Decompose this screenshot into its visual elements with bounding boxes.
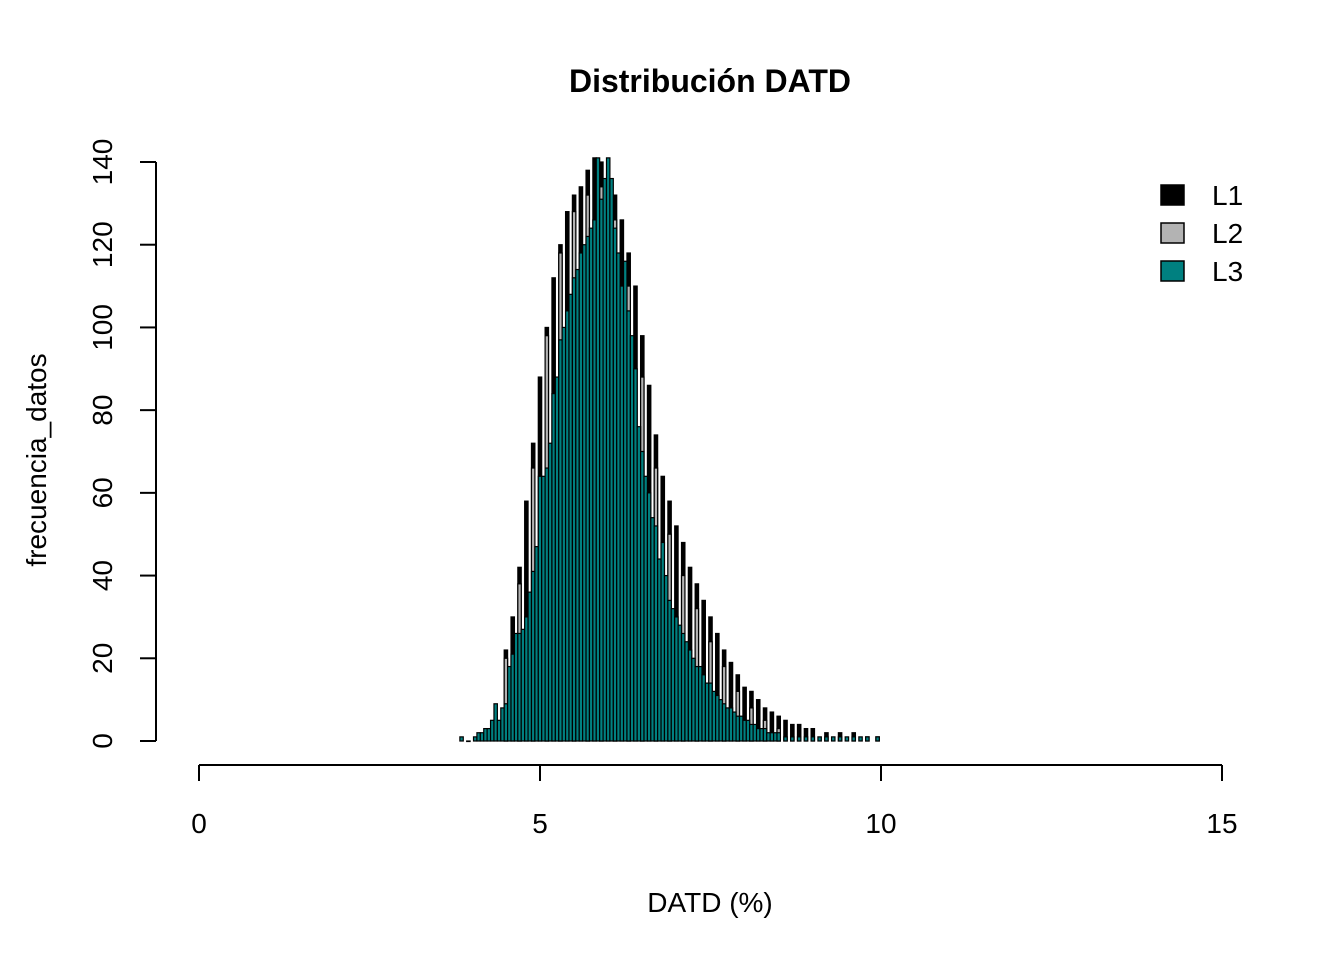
bar-l3	[810, 736, 816, 742]
x-tick-label: 5	[532, 808, 548, 839]
y-axis-label: frecuencia_datos	[21, 353, 52, 566]
legend: L1 L2 L3	[1160, 180, 1243, 287]
chart-title: Distribución DATD	[569, 63, 851, 99]
x-tick-label: 15	[1206, 808, 1237, 839]
legend-label-l3: L3	[1212, 256, 1243, 287]
legend-swatch-l2	[1160, 222, 1185, 244]
y-tick-label: 100	[87, 304, 118, 351]
bar-l3	[776, 732, 782, 742]
bar-l3	[865, 736, 870, 742]
y-tick-label: 40	[87, 560, 118, 591]
legend-swatch-l1	[1160, 184, 1185, 206]
y-axis: 0 20 40 60 80 100 120 140	[87, 139, 157, 749]
y-tick-label: 140	[87, 139, 118, 186]
x-axis-label: DATD (%)	[647, 887, 772, 918]
bars-group	[459, 157, 880, 743]
bar-l3	[837, 736, 843, 742]
bar-l3	[851, 736, 857, 742]
bar-l3	[803, 736, 809, 742]
bar-l3	[875, 736, 880, 742]
x-axis: 0 5 10 15	[191, 764, 1238, 839]
y-tick-label: 20	[87, 643, 118, 674]
x-tick-label: 10	[865, 808, 896, 839]
y-tick-label: 0	[87, 733, 118, 749]
bar-l3	[830, 736, 836, 742]
legend-swatch-l3	[1160, 260, 1185, 282]
y-tick-label: 60	[87, 477, 118, 508]
bar-l3	[466, 740, 471, 743]
x-tick-label: 0	[191, 808, 207, 839]
y-tick-label: 80	[87, 395, 118, 426]
bar-l3	[824, 736, 829, 742]
bar-l3	[844, 736, 850, 742]
bar-l3	[459, 736, 464, 742]
bar-l3	[783, 736, 788, 742]
bar-l3	[817, 736, 822, 742]
bar-l3	[858, 736, 863, 742]
bar-l3	[790, 736, 795, 742]
legend-label-l2: L2	[1212, 218, 1243, 249]
bar-l3	[796, 736, 802, 742]
legend-label-l1: L1	[1212, 180, 1243, 211]
y-tick-label: 120	[87, 221, 118, 268]
